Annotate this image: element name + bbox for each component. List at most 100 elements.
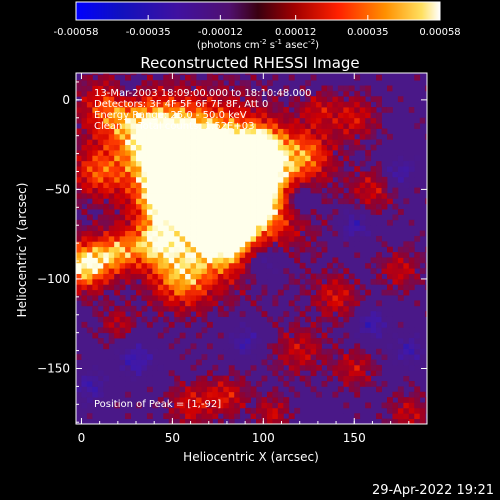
heatmap-cell bbox=[136, 85, 142, 92]
heatmap-cell bbox=[354, 182, 361, 189]
heatmap-cell bbox=[326, 128, 333, 135]
heatmap-cell bbox=[119, 246, 126, 253]
heatmap-cell bbox=[136, 90, 142, 97]
heatmap-cell bbox=[283, 246, 290, 253]
heatmap-cell bbox=[316, 252, 322, 258]
heatmap-cell bbox=[217, 252, 224, 258]
heatmap-cell bbox=[196, 85, 202, 92]
heatmap-cell bbox=[288, 413, 295, 420]
heatmap-cell bbox=[174, 80, 181, 86]
heatmap-cell bbox=[206, 176, 213, 183]
heatmap-cell bbox=[174, 300, 181, 307]
heatmap-cell bbox=[337, 311, 344, 317]
heatmap-cell bbox=[354, 381, 361, 387]
heatmap-cell bbox=[397, 96, 404, 103]
heatmap-cell bbox=[277, 176, 284, 183]
heatmap-cell bbox=[76, 268, 82, 274]
heatmap-cell bbox=[239, 257, 246, 264]
heatmap-cell bbox=[179, 246, 186, 253]
heatmap-cell bbox=[266, 391, 273, 398]
heatmap-cell bbox=[294, 348, 301, 355]
heatmap-cell bbox=[108, 74, 115, 81]
heatmap-cell bbox=[228, 219, 235, 226]
heatmap-cell bbox=[190, 343, 197, 350]
heatmap-cell bbox=[196, 268, 202, 274]
heatmap-cell bbox=[119, 273, 126, 280]
heatmap-cell bbox=[234, 295, 241, 301]
heatmap-cell bbox=[376, 155, 382, 162]
heatmap-cell bbox=[81, 278, 88, 285]
heatmap-cell bbox=[163, 192, 170, 199]
heatmap-cell bbox=[376, 171, 382, 178]
heatmap-cell bbox=[239, 101, 246, 108]
heatmap-cell bbox=[76, 117, 82, 124]
heatmap-cell bbox=[103, 74, 110, 81]
heatmap-cell bbox=[332, 300, 339, 307]
heatmap-cell bbox=[283, 268, 290, 274]
heatmap-cell bbox=[337, 230, 344, 237]
heatmap-cell bbox=[283, 123, 290, 129]
heatmap-cell bbox=[256, 139, 262, 146]
heatmap-cell bbox=[146, 85, 153, 92]
heatmap-cell bbox=[119, 305, 126, 312]
heatmap-cell bbox=[256, 101, 262, 108]
heatmap-cell bbox=[119, 241, 126, 248]
heatmap-cell bbox=[299, 123, 306, 129]
heatmap-cell bbox=[332, 123, 339, 129]
heatmap-cell bbox=[103, 85, 110, 92]
heatmap-cell bbox=[321, 144, 328, 151]
heatmap-cell bbox=[332, 305, 339, 312]
heatmap-cell bbox=[365, 101, 372, 108]
heatmap-cell bbox=[294, 305, 301, 312]
heatmap-cell bbox=[299, 375, 306, 382]
heatmap-cell bbox=[76, 278, 82, 285]
heatmap-cell bbox=[365, 198, 372, 205]
heatmap-cell bbox=[239, 150, 246, 156]
heatmap-cell bbox=[190, 198, 197, 205]
heatmap-cell bbox=[294, 391, 301, 398]
heatmap-cell bbox=[381, 192, 388, 199]
heatmap-cell bbox=[92, 235, 99, 242]
heatmap-cell bbox=[190, 74, 197, 81]
heatmap-cell bbox=[119, 73, 126, 76]
heatmap-cell bbox=[228, 166, 235, 172]
heatmap-cell bbox=[119, 364, 126, 371]
heatmap-cell bbox=[146, 171, 153, 178]
heatmap-cell bbox=[370, 268, 377, 274]
heatmap-cell bbox=[141, 230, 148, 237]
heatmap-cell bbox=[119, 284, 126, 291]
heatmap-cell bbox=[245, 117, 251, 124]
heatmap-cell bbox=[103, 214, 110, 221]
heatmap-cell bbox=[223, 112, 230, 119]
heatmap-cell bbox=[81, 176, 88, 183]
heatmap-cell bbox=[332, 101, 339, 108]
heatmap-cell bbox=[256, 144, 262, 151]
heatmap-cell bbox=[299, 150, 306, 156]
heatmap-cell bbox=[310, 343, 317, 350]
heatmap-cell bbox=[277, 187, 284, 194]
heatmap-cell bbox=[425, 397, 427, 403]
heatmap-cell bbox=[299, 101, 306, 108]
heatmap-cell bbox=[125, 171, 131, 178]
heatmap-cell bbox=[256, 182, 262, 189]
heatmap-cell bbox=[414, 176, 421, 183]
heatmap-cell bbox=[239, 375, 246, 382]
heatmap-cell bbox=[376, 278, 382, 285]
heatmap-cell bbox=[261, 219, 268, 226]
heatmap-cell bbox=[179, 85, 186, 92]
heatmap-cell bbox=[239, 192, 246, 199]
heatmap-cell bbox=[136, 150, 142, 156]
heatmap-cell bbox=[146, 278, 153, 285]
heatmap-cell bbox=[206, 144, 213, 151]
heatmap-cell bbox=[217, 397, 224, 403]
heatmap-cell bbox=[212, 381, 219, 387]
heatmap-cell bbox=[157, 295, 164, 301]
heatmap-cell bbox=[223, 284, 230, 291]
heatmap-cell bbox=[261, 117, 268, 124]
heatmap-cell bbox=[179, 128, 186, 135]
heatmap-cell bbox=[294, 160, 301, 167]
heatmap-cell bbox=[234, 123, 241, 129]
heatmap-cell bbox=[370, 278, 377, 285]
heatmap-cell bbox=[299, 241, 306, 248]
